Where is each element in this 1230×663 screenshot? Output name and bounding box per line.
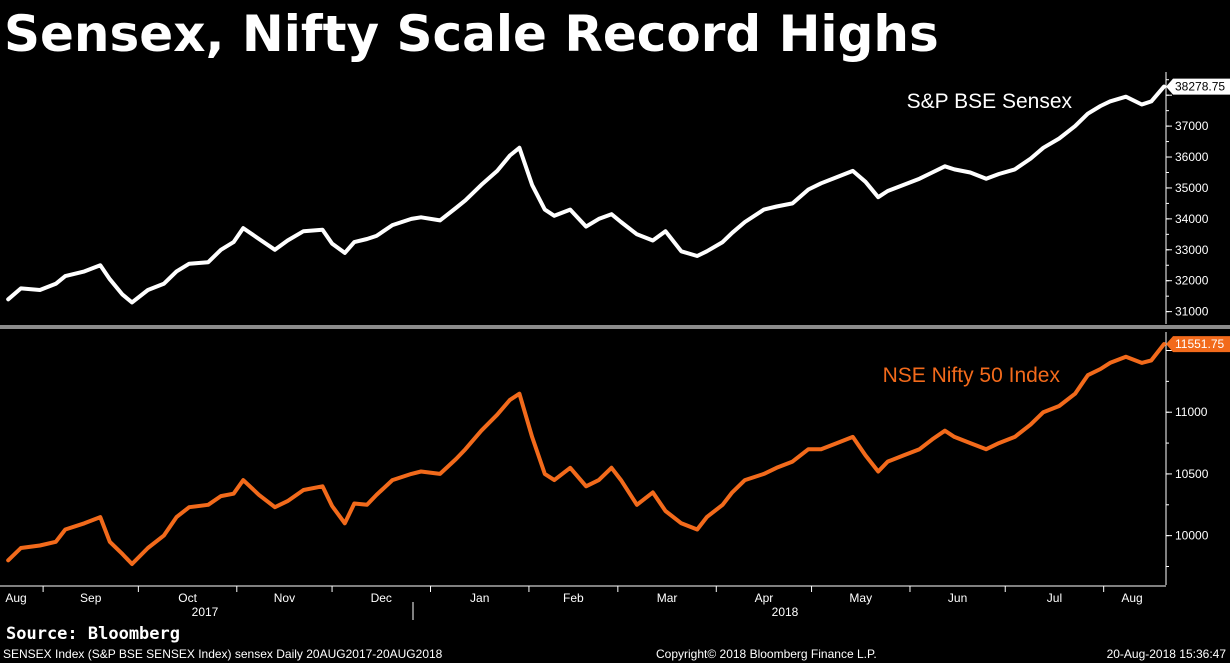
- y-tick-label: 10000: [1175, 529, 1209, 543]
- series-layer: [6, 84, 1166, 566]
- last-value-badge: [1166, 336, 1230, 353]
- y-tick-label: 36000: [1175, 150, 1209, 164]
- x-tick-label: Aug: [5, 591, 26, 605]
- x-tick-label: Jan: [470, 591, 489, 605]
- y-tick-label: 33000: [1175, 243, 1209, 257]
- x-tick-label: Feb: [563, 591, 584, 605]
- last-value-label: 38278.75: [1175, 80, 1225, 94]
- y-tick-label: 34000: [1175, 212, 1209, 226]
- source-text: Source: Bloomberg: [6, 624, 180, 644]
- y-tick-label: 11000: [1175, 405, 1208, 419]
- nifty-line: [6, 342, 1166, 566]
- label-layer: 31000 32000 33000 34000 35000 36000 37000 38278…: [5, 78, 1230, 619]
- x-tick-label: May: [849, 591, 872, 605]
- panel-divider: [0, 325, 1230, 329]
- x-tick-label: Sep: [80, 591, 102, 605]
- sensex-line: [6, 84, 1166, 305]
- year-label: 2018: [772, 605, 799, 619]
- x-tick-label: Jul: [1047, 591, 1062, 605]
- nifty-series-label: NSE Nifty 50 Index: [883, 364, 1061, 387]
- x-tick-label: Aug: [1121, 591, 1142, 605]
- x-tick-label: Jun: [948, 591, 967, 605]
- year-label: 2017: [192, 605, 219, 619]
- sensex-series-label: S&P BSE Sensex: [907, 90, 1073, 113]
- x-tick-label: Oct: [178, 591, 197, 605]
- chart-area: 31000 32000 33000 34000 35000 36000 37000 38278…: [0, 72, 1230, 620]
- y-tick-label: 31000: [1175, 305, 1209, 319]
- y-tick-label: 37000: [1175, 119, 1209, 133]
- footer-timestamp: 20-Aug-2018 15:36:47: [1106, 647, 1226, 661]
- x-tick-label: Dec: [371, 591, 392, 605]
- y-tick-label: 35000: [1175, 181, 1209, 195]
- last-value-badge: [1166, 78, 1230, 95]
- last-value-label: 11551.75: [1175, 337, 1224, 351]
- x-tick-label: Mar: [657, 591, 678, 605]
- y-tick-label: 32000: [1175, 274, 1209, 288]
- footer-copyright: Copyright© 2018 Bloomberg Finance L.P.: [656, 647, 877, 661]
- chart-title: Sensex, Nifty Scale Record Highs: [4, 5, 939, 63]
- footer-index-info: SENSEX Index (S&P BSE SENSEX Index) sens…: [3, 647, 443, 661]
- y-tick-label: 10500: [1175, 467, 1209, 481]
- axes-layer: [0, 72, 1230, 620]
- x-tick-label: Apr: [755, 591, 774, 605]
- x-tick-label: Nov: [274, 591, 295, 605]
